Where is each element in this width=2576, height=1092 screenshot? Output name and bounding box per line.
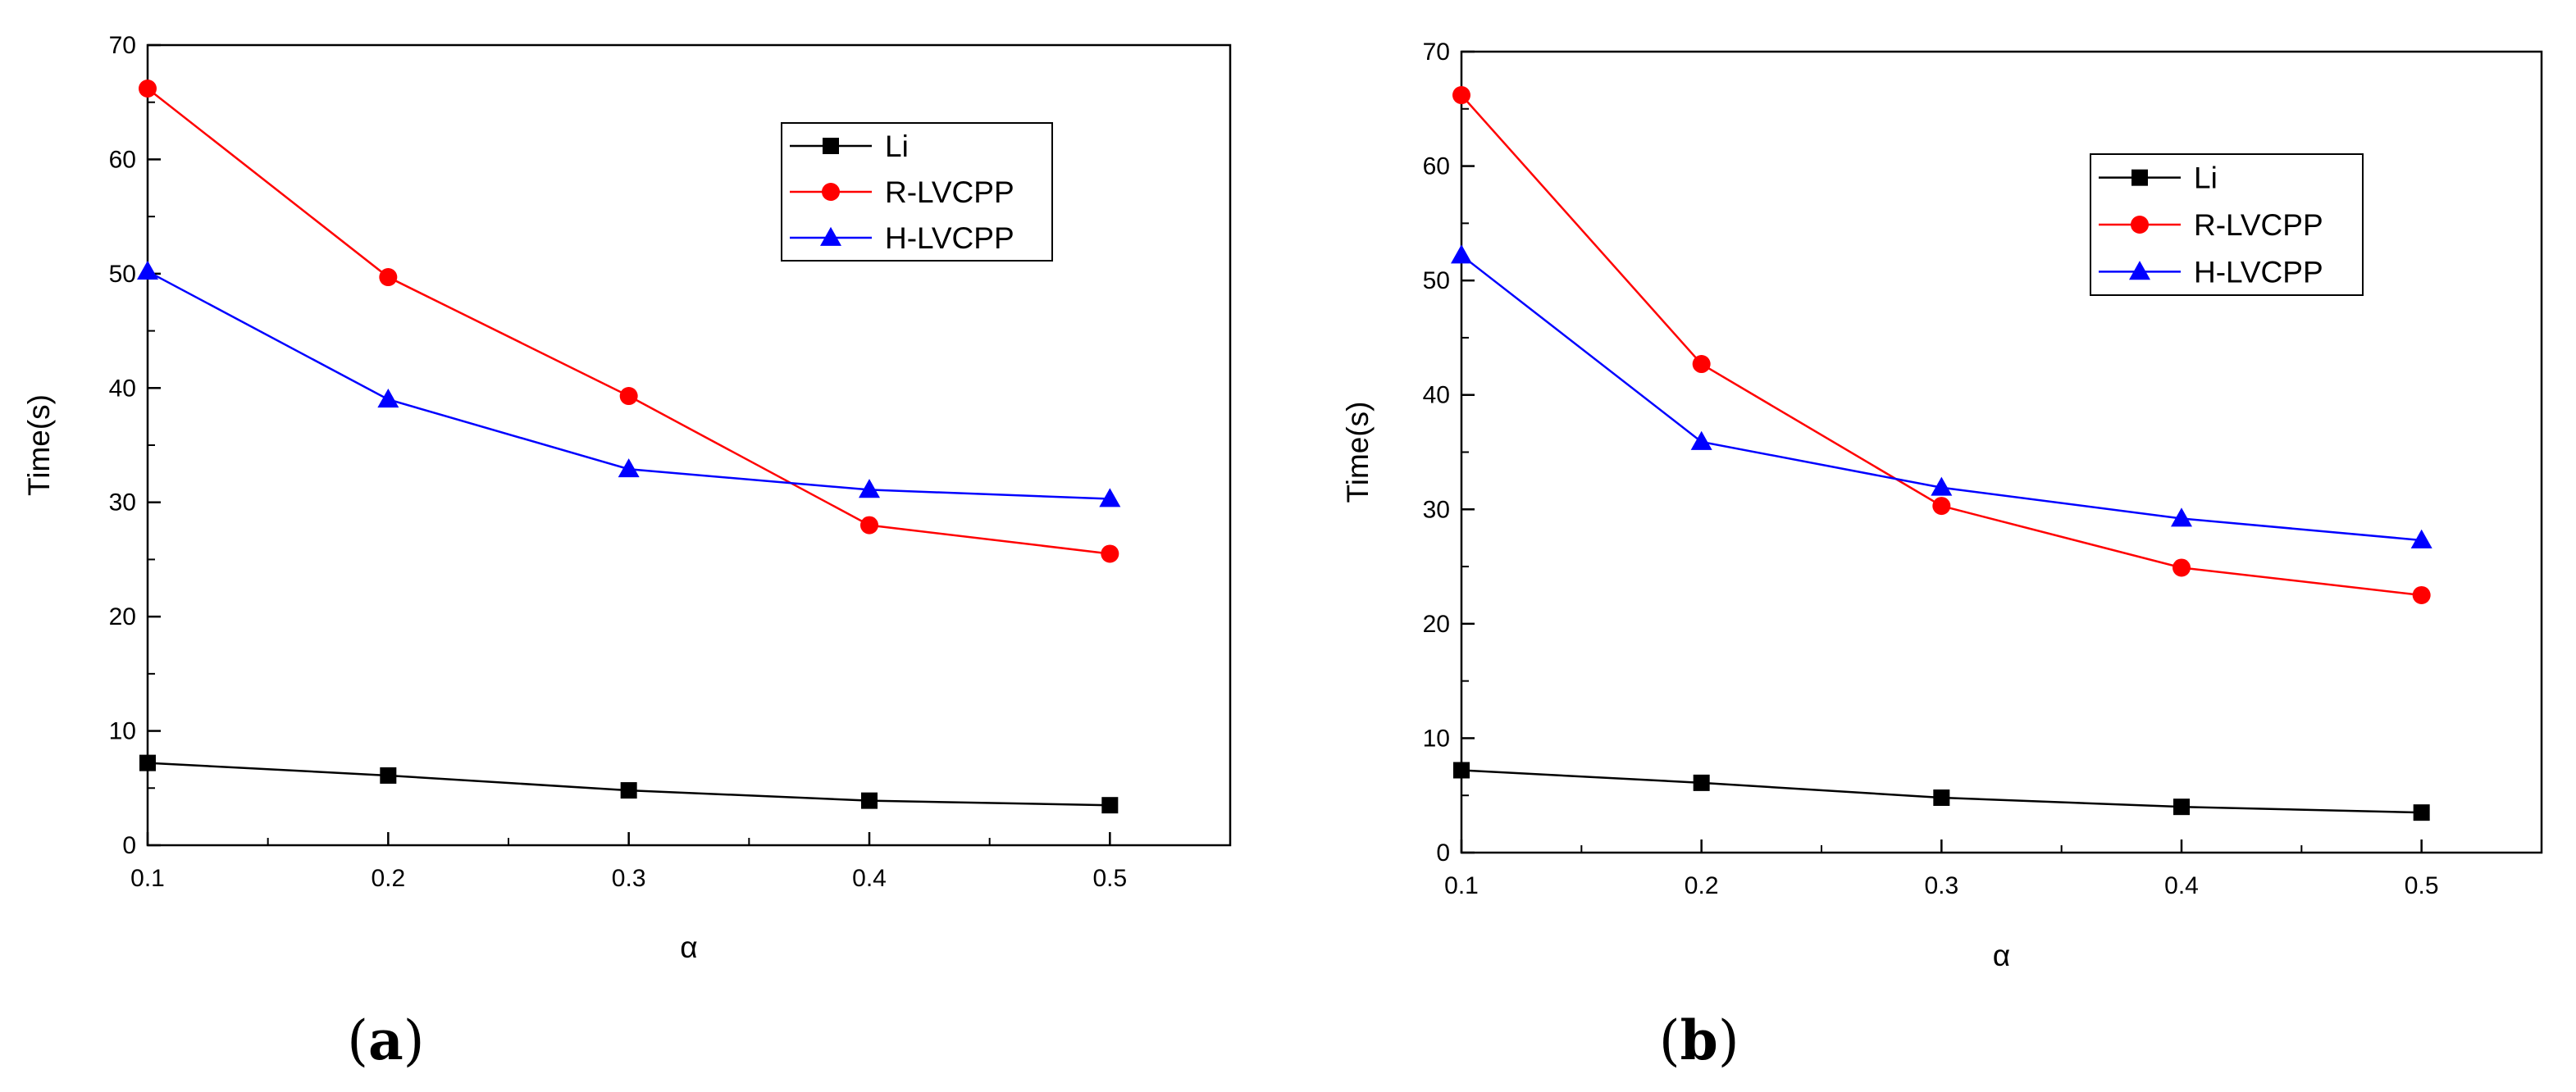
- chart-panel-b: 0 10 20 30 40 50 60 70 0.1 0.2 0.3 0.4 0.5 α Time(s) Li…: [1341, 39, 2543, 1072]
- legend-label-h-lvcpp: H-LVCPP: [2194, 255, 2323, 289]
- legend-marker-r-lvcpp: [822, 183, 840, 201]
- series-li: [139, 754, 1119, 814]
- chart-panel-a: 0 10 20 30 40 50 60 70 0.1 0.2 0.3 0.4 0.5 α Time(s) Li…: [22, 32, 1232, 1072]
- y-tick-label: 50: [1423, 267, 1450, 294]
- data-point-r-lvcpp: [1932, 497, 1951, 516]
- y-tick-label: 20: [1423, 611, 1450, 638]
- legend-label-li: Li: [885, 130, 909, 163]
- y-tick-label: 40: [109, 375, 136, 402]
- data-point-h-lvcpp: [2171, 507, 2192, 527]
- x-tick-label: 0.4: [2164, 872, 2199, 899]
- data-point-r-lvcpp: [2173, 558, 2191, 577]
- data-point-r-lvcpp: [1452, 86, 1470, 105]
- data-point-r-lvcpp: [1101, 544, 1119, 563]
- data-point-li: [380, 767, 397, 784]
- data-point-r-lvcpp: [2412, 585, 2431, 604]
- data-point-li: [2413, 804, 2430, 821]
- panel-label: (a): [347, 1008, 424, 1072]
- legend-label-r-lvcpp: R-LVCPP: [2194, 208, 2323, 242]
- data-point-h-lvcpp: [859, 479, 880, 498]
- data-point-h-lvcpp: [1451, 244, 1472, 264]
- x-tick-label: 0.4: [852, 865, 887, 892]
- legend-label-r-lvcpp: R-LVCPP: [885, 175, 1014, 209]
- x-tick-label: 0.1: [130, 865, 165, 892]
- data-point-r-lvcpp: [619, 387, 638, 406]
- legend-marker-h-lvcpp: [820, 226, 841, 246]
- y-tick-label: 70: [109, 32, 136, 59]
- series-r-lvcpp: [1452, 86, 2431, 604]
- x-tick-label: 0.3: [612, 865, 646, 892]
- y-tick-label: 70: [1423, 39, 1450, 66]
- x-tick-label: 0.1: [1444, 872, 1479, 899]
- data-point-h-lvcpp: [1931, 476, 1953, 496]
- x-tick-label: 0.5: [1092, 865, 1127, 892]
- x-tick-label: 0.5: [2405, 872, 2439, 899]
- data-point-h-lvcpp: [618, 458, 640, 478]
- legend-marker-li: [2131, 169, 2148, 186]
- data-point-r-lvcpp: [139, 79, 157, 98]
- legend-label-li: Li: [2194, 162, 2218, 195]
- x-tick-label: 0.2: [371, 865, 405, 892]
- data-point-li: [1693, 774, 1710, 791]
- legend-label-h-lvcpp: H-LVCPP: [885, 221, 1014, 255]
- y-tick-label: 30: [109, 489, 136, 516]
- y-tick-label: 10: [109, 718, 136, 745]
- data-point-li: [1933, 789, 1950, 807]
- y-tick-label: 60: [109, 146, 136, 173]
- plot-frame: [1460, 50, 2543, 854]
- y-tick-label: 30: [1423, 496, 1450, 523]
- y-tick-label: 50: [109, 261, 136, 288]
- legend: Li R-LVCPP H-LVCPP: [781, 122, 1053, 262]
- data-point-li: [1453, 762, 1470, 779]
- x-axis-label: α: [1993, 939, 2010, 972]
- x-tick-label: 0.2: [1685, 872, 1719, 899]
- y-tick-label: 0: [1436, 839, 1450, 867]
- y-tick-label: 0: [122, 832, 136, 859]
- series-h-lvcpp: [1451, 244, 2432, 548]
- plot-frame: [146, 43, 1232, 847]
- series-li: [1453, 762, 2430, 821]
- y-tick-label: 10: [1423, 725, 1450, 752]
- data-point-h-lvcpp: [377, 389, 399, 408]
- data-point-li: [1101, 797, 1119, 814]
- series-h-lvcpp: [137, 260, 1121, 507]
- series-r-lvcpp: [139, 79, 1119, 563]
- data-point-li: [861, 792, 878, 809]
- legend-marker-li: [823, 138, 839, 154]
- data-point-r-lvcpp: [379, 268, 398, 287]
- data-point-li: [139, 754, 156, 771]
- data-point-h-lvcpp: [137, 260, 158, 280]
- panel-label: (b): [1659, 1008, 1739, 1072]
- y-tick-label: 40: [1423, 382, 1450, 409]
- data-point-h-lvcpp: [1690, 430, 1712, 450]
- y-tick-label: 60: [1423, 153, 1450, 180]
- y-axis-label: Time(s): [22, 394, 56, 496]
- data-point-li: [2173, 799, 2190, 816]
- y-tick-label: 20: [109, 603, 136, 630]
- data-point-li: [620, 782, 637, 799]
- data-point-h-lvcpp: [1099, 488, 1121, 507]
- x-tick-label: 0.3: [1924, 872, 1958, 899]
- data-point-r-lvcpp: [860, 516, 878, 535]
- y-axis-label: Time(s): [1341, 402, 1375, 503]
- legend: Li R-LVCPP H-LVCPP: [2090, 153, 2364, 296]
- x-axis-label: α: [680, 930, 697, 964]
- data-point-h-lvcpp: [2410, 529, 2432, 548]
- legend-marker-r-lvcpp: [2131, 216, 2149, 234]
- data-point-r-lvcpp: [1692, 355, 1711, 374]
- legend-marker-h-lvcpp: [2129, 261, 2150, 280]
